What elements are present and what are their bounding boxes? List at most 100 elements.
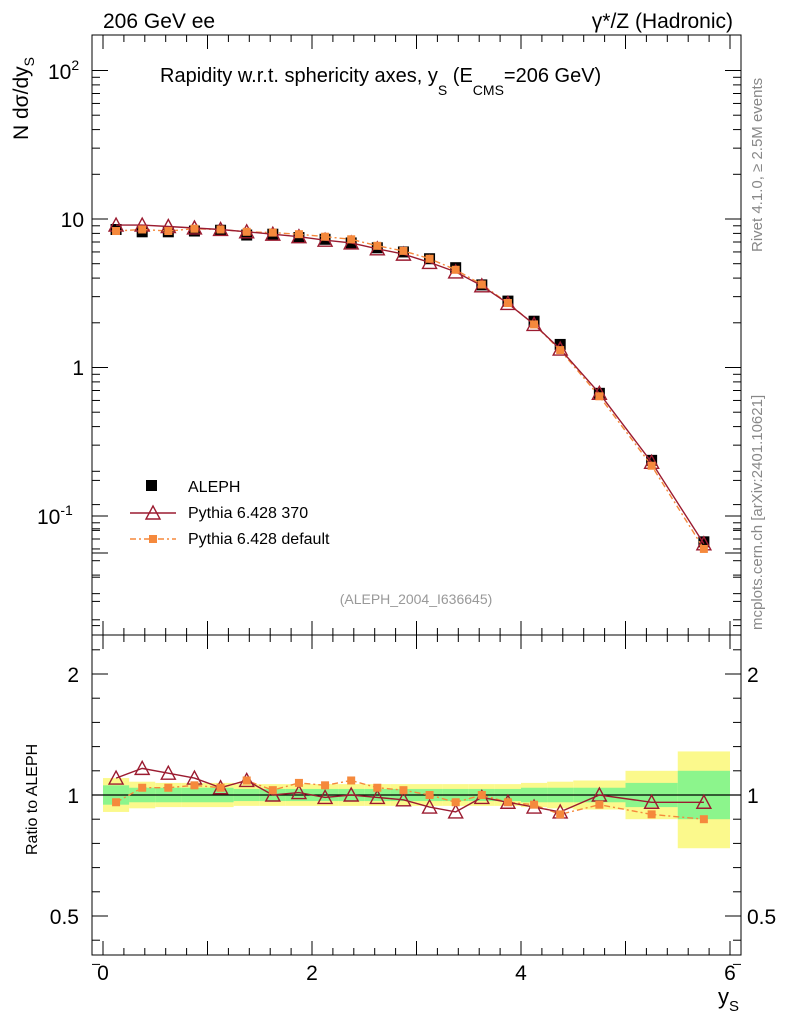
pythia-default-point bbox=[321, 232, 330, 241]
ratio-pythia-370-point bbox=[447, 803, 464, 819]
ratio-pythia-370-point bbox=[343, 786, 360, 802]
ratio-pythia-default-point bbox=[112, 798, 121, 807]
pythia-default-point bbox=[399, 246, 408, 255]
ratio-pythia-default-point bbox=[190, 781, 199, 790]
ratio-pythia-default-point bbox=[216, 783, 225, 792]
main-ytick-1: 1 bbox=[72, 357, 84, 380]
ratio-pythia-default-point bbox=[699, 815, 708, 824]
ratio-pythia-default-point bbox=[425, 791, 434, 799]
aleph-data-point bbox=[554, 338, 566, 350]
pythia-default-point bbox=[503, 298, 512, 307]
pythia-default-point bbox=[556, 346, 565, 355]
pythia-default-line bbox=[116, 227, 705, 550]
main-axis-ticks bbox=[92, 35, 741, 635]
main-panel: 102 10 1 10-1 N dσ/dyS (ALEPH_2004_I6366… bbox=[10, 34, 742, 636]
xtick-2: 2 bbox=[306, 962, 318, 985]
legend: ALEPH Pythia 6.428 370 Pythia 6.428 defa… bbox=[130, 479, 330, 548]
pythia-default-point bbox=[530, 320, 539, 329]
ratio-pythia-370-point bbox=[316, 788, 334, 805]
title-sub-cms: CMS bbox=[473, 82, 504, 98]
main-ylabel: N dσ/dyS bbox=[10, 57, 37, 140]
ratio-series-layer bbox=[107, 759, 713, 824]
ratio-pythia-370-point bbox=[643, 793, 660, 809]
title-paren: (E bbox=[447, 65, 473, 87]
ratio-pythia-370-point bbox=[107, 769, 125, 785]
title-end: =206 GeV) bbox=[504, 65, 601, 87]
ratio-pythia-370-point bbox=[421, 798, 438, 814]
ratio-pythia-default-point bbox=[477, 791, 486, 799]
ratio-pythia-default-point bbox=[451, 798, 460, 807]
ratio-pythia-default-point bbox=[242, 776, 251, 785]
pythia-default-point bbox=[294, 230, 303, 239]
legend-label-pdef: Pythia 6.428 default bbox=[188, 531, 330, 548]
pythia-default-point bbox=[647, 461, 656, 470]
pythia-default-point bbox=[425, 254, 434, 263]
ratio-pythia-default-point bbox=[503, 798, 512, 807]
ratio-pythia-default-point bbox=[373, 783, 382, 792]
title-main: Rapidity w.r.t. sphericity axes, y bbox=[160, 65, 438, 87]
ratio-pythia-default-point bbox=[164, 783, 173, 792]
main-ytick-0.1: 10-1 bbox=[37, 502, 73, 529]
pythia-default-point bbox=[164, 227, 173, 236]
energy-label: 206 GeV ee bbox=[103, 10, 215, 33]
ratio-pythia-370-line bbox=[115, 767, 704, 813]
pythia-default-point bbox=[138, 225, 147, 234]
pythia-default-point bbox=[699, 544, 708, 553]
xtick-4: 4 bbox=[515, 962, 527, 985]
ratio-ylabel: Ratio to ALEPH bbox=[24, 744, 41, 855]
ratio-pythia-default-point bbox=[595, 800, 604, 809]
pythia-default-point bbox=[268, 228, 277, 237]
ratio-ytick-0.5-right: 0.5 bbox=[747, 906, 776, 929]
ratio-pythia-default-point bbox=[556, 810, 565, 819]
xtick-0: 0 bbox=[97, 962, 109, 985]
pythia-default-point bbox=[242, 227, 251, 236]
ratio-panel: 2 1 0.5 2 1 0.5 Ratio to ALEPH bbox=[24, 479, 776, 965]
ratio-ytick-2-right: 2 bbox=[747, 664, 759, 687]
ratio-pythia-370-point bbox=[369, 788, 386, 805]
ratio-ytick-1-right: 1 bbox=[747, 785, 759, 808]
x-axis-label: yS bbox=[718, 984, 739, 1015]
pythia-default-point bbox=[373, 241, 382, 250]
ratio-pythia-default-point bbox=[399, 786, 408, 795]
pythia-default-point bbox=[190, 224, 199, 233]
ratio-ytick-0.5-left: 0.5 bbox=[50, 906, 79, 929]
main-series-layer bbox=[107, 216, 713, 553]
main-ytick-100: 102 bbox=[48, 57, 79, 84]
rivet-label: Rivet 4.1.0, ≥ 2.5M events bbox=[749, 78, 766, 252]
legend-label-aleph: ALEPH bbox=[188, 479, 240, 496]
ratio-axis-ticks bbox=[92, 479, 741, 965]
pythia-default-point bbox=[112, 227, 121, 236]
ratio-pythia-default-point bbox=[530, 800, 539, 809]
ratio-pythia-default-point bbox=[321, 781, 330, 790]
mcplots-label: mcplots.cern.ch [arXiv:2401.10621] bbox=[749, 395, 766, 630]
ratio-pythia-370-point bbox=[264, 786, 281, 802]
ratio-pythia-default-point bbox=[647, 810, 656, 819]
legend-marker-p370 bbox=[144, 504, 162, 520]
ratio-pythia-370-point bbox=[134, 759, 151, 776]
legend-label-p370: Pythia 6.428 370 bbox=[188, 505, 308, 522]
plot-title: Rapidity w.r.t. sphericity axes, yS (ECM… bbox=[160, 65, 601, 98]
legend-marker-pdef bbox=[149, 535, 157, 543]
aleph-data-point bbox=[698, 536, 710, 548]
analysis-watermark: (ALEPH_2004_I636645) bbox=[340, 591, 493, 607]
ratio-pythia-default-point bbox=[268, 786, 277, 795]
process-label: γ*/Z (Hadronic) bbox=[592, 10, 733, 33]
ratio-pythia-default-point bbox=[294, 778, 303, 787]
ratio-ytick-2-left: 2 bbox=[67, 664, 79, 687]
ratio-ytick-1-left: 1 bbox=[67, 785, 79, 808]
ratio-pythia-default-point bbox=[347, 776, 356, 785]
pythia-default-point bbox=[216, 225, 225, 234]
ratio-pythia-370-point bbox=[395, 791, 412, 807]
pythia-default-point bbox=[477, 280, 486, 289]
pythia-default-point bbox=[595, 392, 604, 401]
title-sub-s: S bbox=[438, 82, 447, 98]
ratio-pythia-370-point bbox=[290, 784, 308, 800]
pythia-default-point bbox=[347, 235, 356, 244]
xtick-6: 6 bbox=[724, 962, 736, 985]
ratio-pythia-370-point bbox=[160, 764, 177, 780]
legend-marker-aleph bbox=[146, 480, 157, 491]
ratio-pythia-default-point bbox=[138, 783, 147, 792]
main-ytick-10: 10 bbox=[61, 209, 84, 232]
aleph-data-point bbox=[646, 454, 658, 466]
